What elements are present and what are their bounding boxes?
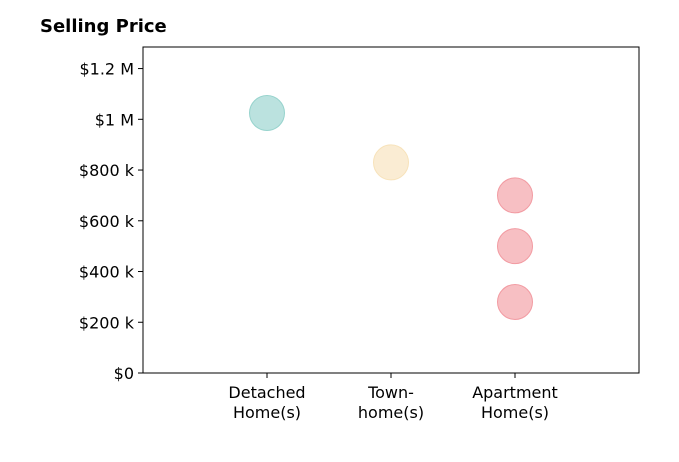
chart-title: Selling Price: [40, 16, 167, 37]
y-tick-label: $600 k: [79, 212, 135, 231]
plot-frame: [142, 46, 640, 374]
data-point: [497, 283, 533, 320]
data-point: [497, 228, 533, 265]
y-tick-label: $0: [114, 364, 134, 383]
data-point: [249, 94, 285, 131]
y-tick-label: $1.2 M: [79, 60, 134, 79]
data-point: [373, 144, 409, 181]
x-tick-label: Home(s): [481, 403, 549, 422]
x-tick-label: Apartment: [472, 383, 558, 402]
x-tick-label: Town-: [367, 383, 414, 402]
y-tick-label: $200 k: [79, 313, 135, 332]
x-tick-label: home(s): [358, 403, 424, 422]
x-axis: DetachedHome(s)Town-home(s)ApartmentHome…: [228, 373, 558, 422]
data-points: [249, 94, 533, 320]
y-tick-label: $800 k: [79, 161, 135, 180]
x-tick-label: Detached: [228, 383, 305, 402]
y-tick-label: $400 k: [79, 263, 135, 282]
y-axis: $0 $200 k $400 k $600 k $800 k $1 M $1.2 M: [79, 60, 143, 383]
y-tick-label: $1 M: [95, 110, 134, 129]
x-tick-label: Home(s): [233, 403, 301, 422]
data-point: [497, 177, 533, 214]
